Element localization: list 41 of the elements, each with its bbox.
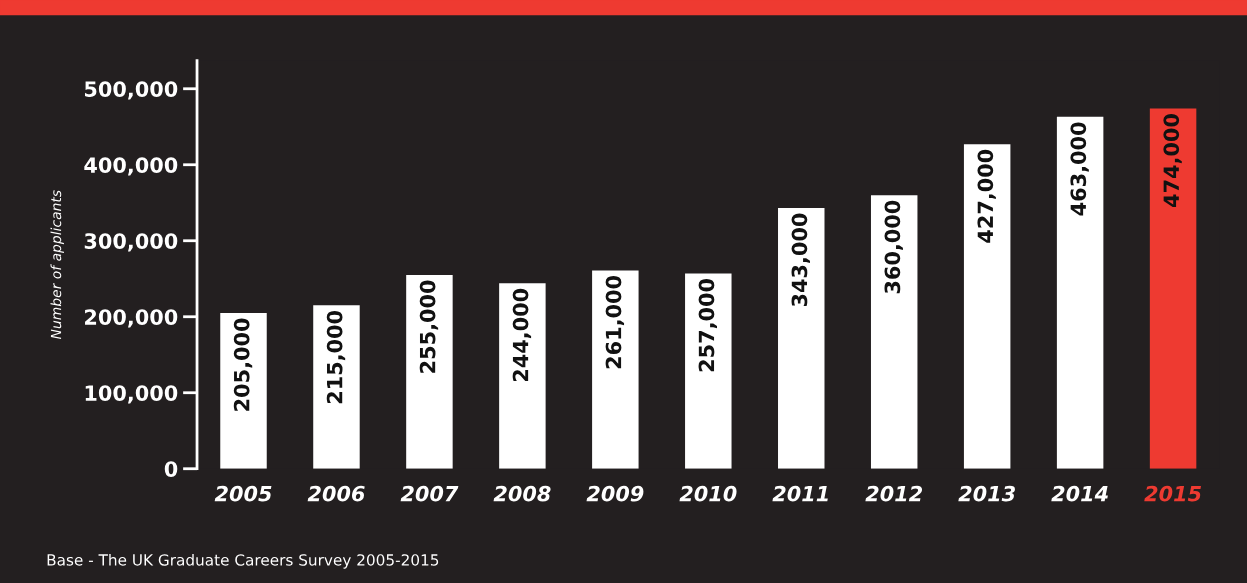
y-tick-label: 300,000 <box>84 233 178 252</box>
x-tick-label: 2005 <box>214 485 272 502</box>
bar <box>499 283 546 469</box>
bar <box>870 195 918 469</box>
data-label: 474,000 <box>1163 114 1182 208</box>
bar <box>592 270 639 469</box>
y-tick-label: 400,000 <box>84 157 178 176</box>
y-tick-label: 200,000 <box>85 309 178 328</box>
data-label: 255,000 <box>419 280 439 373</box>
data-label: 427,000 <box>977 149 996 243</box>
x-tick-label: 2007 <box>400 485 459 502</box>
x-tick-label: 2008 <box>493 485 551 502</box>
bar <box>406 274 453 469</box>
data-label: 261,000 <box>605 275 625 369</box>
data-label: 205,000 <box>233 318 253 411</box>
text: Base - The UK Graduate Careers Survey 2005-2015 <box>47 553 439 569</box>
data-label: 257,000 <box>698 278 717 372</box>
x-tick-label: 2013 <box>958 485 1015 502</box>
x-tick-label: 2006 <box>307 485 365 502</box>
data-label: 463,000 <box>1070 122 1089 216</box>
bar <box>685 273 732 469</box>
data-label: 244,000 <box>512 288 532 382</box>
y-tick-label: 100,000 <box>85 385 178 404</box>
bar <box>778 208 825 469</box>
bar <box>220 312 267 469</box>
bar <box>313 305 360 469</box>
x-tick-label: 2010 <box>679 485 737 502</box>
x-tick-label: 2011 <box>772 485 828 502</box>
x-tick-label: 2009 <box>586 485 644 502</box>
bar <box>963 144 1011 469</box>
x-tick-label: 2014 <box>1051 485 1108 502</box>
bar <box>1149 108 1197 469</box>
y-tick-label: 0 <box>164 461 178 477</box>
data-label: 343,000 <box>791 213 810 307</box>
y-tick-label: 500,000 <box>85 81 178 100</box>
x-tick-label: 2015 <box>1144 485 1201 502</box>
data-label: 360,000 <box>884 200 903 294</box>
x-tick-label: 2012 <box>865 485 923 502</box>
bar <box>1056 116 1104 469</box>
data-label: 215,000 <box>326 310 346 404</box>
y-axis-title: Number of applicants <box>50 190 64 340</box>
